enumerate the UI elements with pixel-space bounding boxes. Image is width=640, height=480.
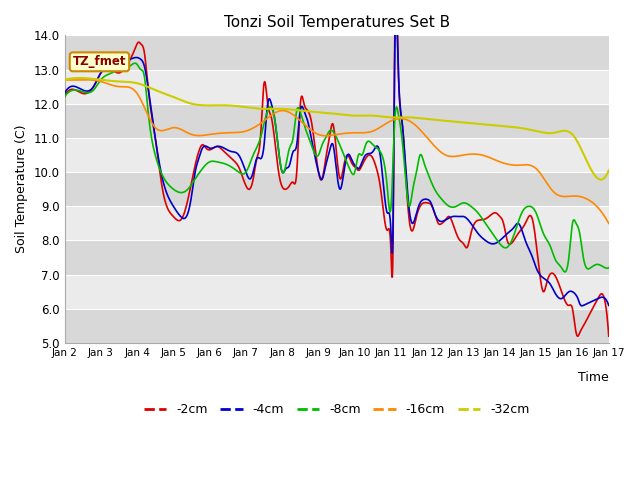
- Bar: [65, 104, 609, 138]
- Title: Tonzi Soil Temperatures Set B: Tonzi Soil Temperatures Set B: [223, 15, 450, 30]
- Bar: [65, 275, 609, 309]
- Bar: [65, 172, 609, 206]
- Text: TZ_fmet: TZ_fmet: [73, 55, 126, 68]
- X-axis label: Time: Time: [578, 371, 609, 384]
- Bar: [65, 206, 609, 240]
- Bar: [65, 36, 609, 70]
- Bar: [65, 309, 609, 343]
- Legend: -2cm, -4cm, -8cm, -16cm, -32cm: -2cm, -4cm, -8cm, -16cm, -32cm: [139, 398, 534, 421]
- Bar: [65, 138, 609, 172]
- Bar: [65, 240, 609, 275]
- Y-axis label: Soil Temperature (C): Soil Temperature (C): [15, 125, 28, 253]
- Bar: [65, 70, 609, 104]
